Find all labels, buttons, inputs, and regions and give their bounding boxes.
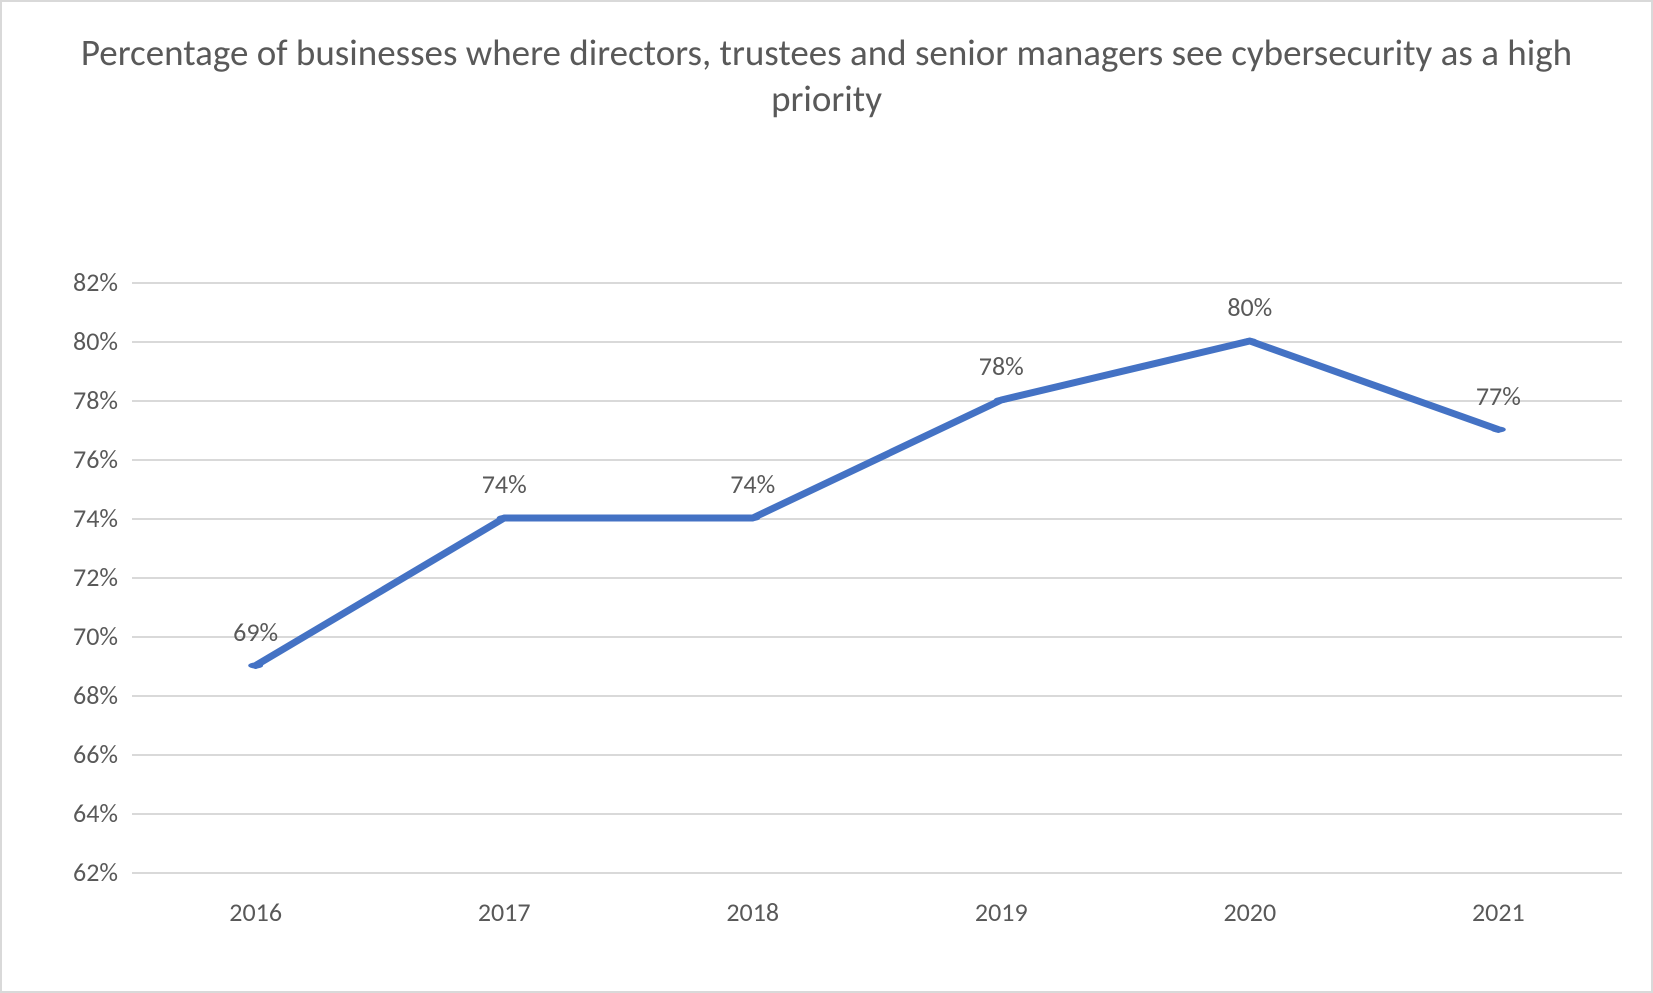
y-tick-label: 80%	[73, 325, 118, 357]
chart-container: Percentage of businesses where directors…	[0, 0, 1653, 993]
chart-title: Percentage of businesses where directors…	[2, 2, 1651, 123]
y-tick-label: 72%	[73, 561, 118, 593]
x-tick-label: 2017	[478, 896, 531, 928]
y-tick-label: 66%	[73, 738, 118, 770]
x-tick-label: 2016	[229, 896, 282, 928]
plot-area: 62%64%66%68%70%72%74%76%78%80%82% 201620…	[132, 282, 1622, 872]
y-tick-label: 74%	[73, 502, 118, 534]
y-tick-label: 76%	[73, 443, 118, 475]
x-tick-label: 2020	[1223, 896, 1276, 928]
data-label: 78%	[979, 350, 1024, 382]
x-tick-label: 2019	[975, 896, 1028, 928]
y-tick-label: 82%	[73, 266, 118, 298]
data-label: 80%	[1227, 291, 1272, 323]
data-label: 74%	[730, 468, 775, 500]
y-tick-label: 62%	[73, 856, 118, 888]
y-tick-label: 68%	[73, 679, 118, 711]
y-tick-label: 64%	[73, 797, 118, 829]
y-tick-label: 70%	[73, 620, 118, 652]
gridline	[132, 872, 1622, 874]
x-tick-label: 2018	[726, 896, 779, 928]
data-label: 74%	[482, 468, 527, 500]
data-label: 69%	[233, 616, 278, 648]
data-label: 77%	[1476, 380, 1521, 412]
y-tick-label: 78%	[73, 384, 118, 416]
x-tick-label: 2021	[1472, 896, 1525, 928]
